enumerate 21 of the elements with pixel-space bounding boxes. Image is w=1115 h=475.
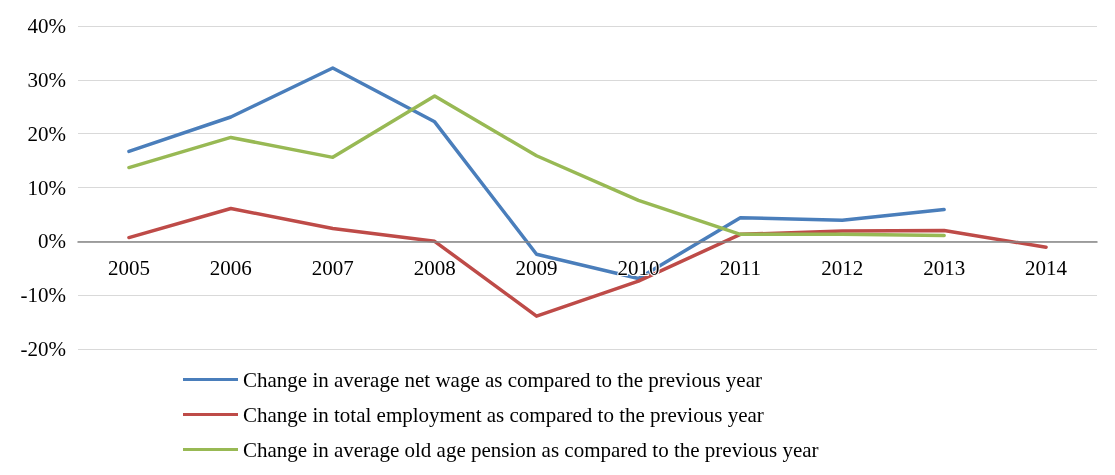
legend-label: Change in average net wage as compared to the previous year — [243, 367, 762, 392]
y-tick-label: 30% — [27, 67, 66, 92]
y-tick-label: 0% — [38, 229, 66, 254]
y-tick-label: 10% — [27, 175, 66, 200]
y-tick-label: 40% — [27, 14, 66, 38]
x-tick-label: 2007 — [311, 255, 354, 280]
x-tick-label: 2006 — [209, 255, 252, 280]
x-tick-label: 2005 — [107, 255, 150, 280]
x-tick-label: 2011 — [719, 255, 761, 280]
x-tick-label: 2010 — [617, 255, 660, 280]
x-tick-label: 2014 — [1025, 255, 1068, 280]
legend-label: Change in total employment as compared to the previous year — [243, 402, 764, 427]
y-tick-label: -10% — [20, 283, 66, 308]
x-tick-label: 2009 — [515, 255, 558, 280]
y-tick-label: -20% — [20, 337, 66, 361]
x-tick-label: 2013 — [923, 255, 966, 280]
x-tick-label: 2008 — [413, 255, 456, 280]
y-tick-label: 20% — [27, 121, 66, 146]
x-tick-label: 2012 — [821, 255, 864, 280]
line-series — [127, 94, 946, 238]
legend-label: Change in average old age pension as compared to the previous year — [243, 437, 819, 462]
